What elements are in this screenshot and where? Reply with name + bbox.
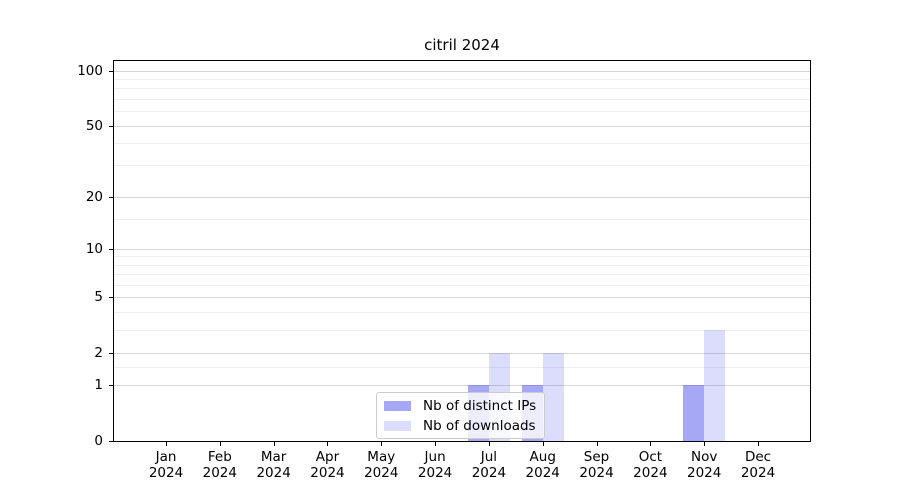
gridline-major — [114, 297, 810, 299]
y-tick-label: 20 — [85, 188, 103, 205]
x-tick-label: Jan 2024 — [148, 449, 184, 481]
y-tick — [109, 297, 113, 298]
gridline-minor — [114, 98, 810, 100]
gridline-minor — [114, 329, 810, 331]
y-tick-label: 5 — [94, 289, 103, 306]
x-tick-label: Dec 2024 — [740, 449, 776, 481]
x-tick — [166, 442, 167, 446]
x-tick-label: Sep 2024 — [579, 449, 614, 481]
x-tick — [704, 442, 705, 446]
x-tick-label: Jun 2024 — [417, 449, 453, 481]
y-tick-label: 1 — [94, 377, 103, 394]
y-tick-label: 2 — [94, 344, 103, 361]
y-tick — [109, 126, 113, 127]
y-tick — [109, 71, 113, 72]
x-tick-label: Feb 2024 — [202, 449, 237, 481]
gridline-minor — [114, 274, 810, 276]
gridline-major — [114, 248, 810, 250]
legend: Nb of distinct IPs Nb of downloads — [376, 392, 545, 439]
plot-area — [114, 61, 810, 441]
gridline-major — [114, 352, 810, 354]
gridline-minor — [114, 111, 810, 113]
x-tick — [274, 442, 275, 446]
x-tick-label: Jul 2024 — [471, 449, 507, 481]
x-tick-label: Oct 2024 — [633, 449, 668, 481]
x-tick-label: Nov 2024 — [686, 449, 722, 481]
y-tick-label: 10 — [85, 240, 103, 257]
gridline-minor — [114, 311, 810, 313]
gridline-minor — [114, 143, 810, 145]
bar-nb-of-downloads-aug-2024 — [542, 352, 564, 441]
gridline-major — [114, 385, 810, 387]
y-tick — [109, 197, 113, 198]
y-tick — [109, 385, 113, 386]
gridline-minor — [114, 79, 810, 81]
gridline-major — [114, 196, 810, 198]
y-tick-label: 100 — [77, 62, 103, 79]
x-tick — [327, 442, 328, 446]
gridline-minor — [114, 256, 810, 258]
x-tick — [220, 442, 221, 446]
y-tick — [109, 353, 113, 354]
x-tick-label: Apr 2024 — [310, 449, 345, 481]
x-tick — [381, 442, 382, 446]
legend-label-distinct-ips: Nb of distinct IPs — [423, 398, 537, 414]
gridline-minor — [114, 88, 810, 90]
y-tick — [109, 249, 113, 250]
y-tick — [109, 441, 113, 442]
y-tick-label: 0 — [94, 433, 103, 449]
legend-swatch-distinct-ips — [384, 401, 411, 411]
x-tick — [758, 442, 759, 446]
x-tick — [489, 442, 490, 446]
x-tick — [597, 442, 598, 446]
y-tick-label: 50 — [85, 117, 103, 134]
legend-label-downloads: Nb of downloads — [423, 418, 536, 434]
legend-swatch-downloads — [384, 421, 411, 431]
x-tick — [435, 442, 436, 446]
gridline-minor — [114, 165, 810, 167]
legend-entry-distinct-ips: Nb of distinct IPs — [377, 396, 544, 416]
gridline-major — [114, 125, 810, 127]
gridline-minor — [114, 284, 810, 286]
x-tick — [543, 442, 544, 446]
bar-nb-of-distinct-ips-nov-2024 — [683, 385, 705, 441]
gridline-minor — [114, 367, 810, 369]
gridline-major — [114, 70, 810, 72]
x-tick-label: Aug 2024 — [525, 449, 560, 481]
legend-entry-downloads: Nb of downloads — [377, 416, 544, 436]
x-tick-label: May 2024 — [364, 449, 399, 481]
gridline-minor — [114, 218, 810, 220]
chart-title: citril 2024 — [424, 36, 500, 54]
bar-nb-of-downloads-nov-2024 — [704, 329, 726, 441]
x-tick — [650, 442, 651, 446]
x-tick-label: Mar 2024 — [256, 449, 291, 481]
gridline-minor — [114, 264, 810, 266]
